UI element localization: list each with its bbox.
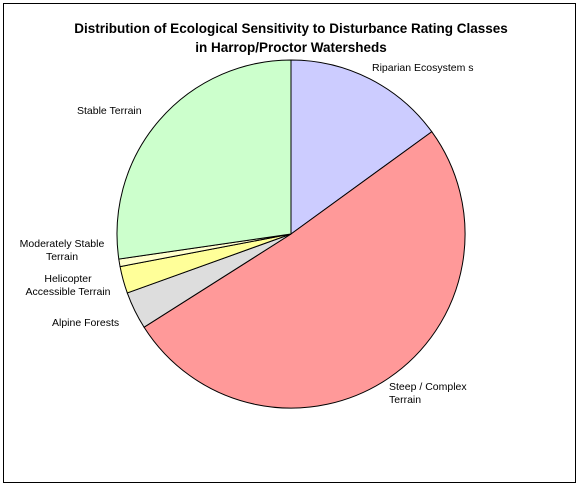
pie-slice-riparian-ecosystem-s: [290, 59, 433, 235]
slice-label-line: Moderately Stable: [20, 238, 105, 250]
slice-label-line: Steep / Complex: [389, 381, 467, 393]
chart-title-line-1: Distribution of Ecological Sensitivity t…: [74, 21, 508, 36]
slice-label-steep-complex-terrain: Steep / Complex Terrain: [389, 381, 467, 406]
slice-label-moderately-stable-terrain: Moderately Stable Terrain: [20, 238, 105, 263]
chart-title-line-2: in Harrop/Proctor Watersheds: [195, 40, 387, 55]
pie-slice-stable-terrain: [116, 59, 292, 260]
slice-label-alpine-forests: Alpine Forests: [52, 317, 119, 329]
slice-label-line: Terrain: [389, 394, 421, 406]
slice-label-riparian-ecosystem-s: Riparian Ecosystem s: [372, 62, 474, 74]
pie-slices: [116, 59, 466, 409]
slice-label-line: Stable Terrain: [77, 105, 142, 117]
slice-label-line: Alpine Forests: [52, 317, 119, 329]
slice-label-helicopter-accessible-terrain: Helicopter Accessible Terrain: [25, 273, 110, 298]
slice-label-line: Terrain: [46, 251, 78, 263]
slice-label-line: Helicopter: [44, 273, 92, 285]
slice-label-line: Riparian Ecosystem s: [372, 62, 474, 74]
slice-label-stable-terrain: Stable Terrain: [77, 105, 142, 117]
slice-label-line: Accessible Terrain: [25, 286, 110, 298]
pie-slice-steep-complex-terrain: [143, 131, 466, 409]
